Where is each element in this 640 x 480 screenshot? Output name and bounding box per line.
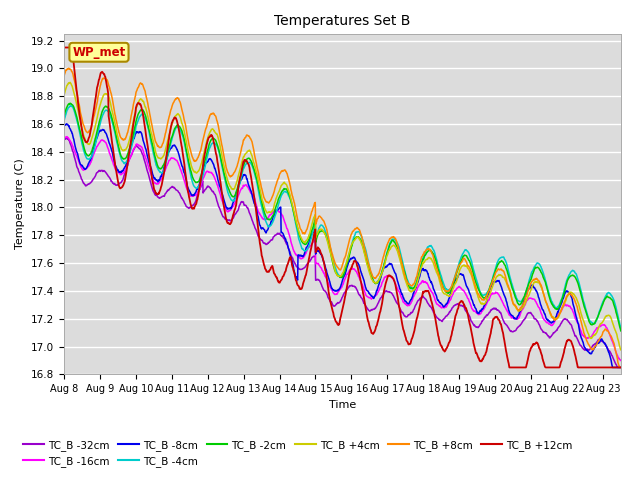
TC_B +8cm [617,365,625,371]
TC_B +8cm [600,328,608,334]
TC_B -16cm [269,209,277,215]
TC_B +12cm [617,365,625,371]
Line: TC_B -32cm: TC_B -32cm [64,138,621,368]
TC_B -2cm [67,100,74,106]
TC_B +12cm [60,45,68,50]
TC_B -32cm [600,340,608,346]
TC_B -8cm [104,137,112,143]
TC_B -32cm [617,365,625,371]
TC_B +8cm [60,73,68,79]
Line: TC_B +4cm: TC_B +4cm [64,82,621,350]
TC_B -16cm [617,358,625,363]
TC_B +12cm [526,348,534,354]
TC_B +8cm [116,133,124,139]
TC_B -16cm [526,295,534,301]
TC_B -2cm [508,283,515,289]
TC_B +12cm [506,365,513,371]
TC_B -8cm [617,365,625,371]
TC_B +8cm [508,294,515,300]
TC_B -2cm [269,212,277,217]
Line: TC_B -8cm: TC_B -8cm [64,124,621,368]
TC_B -2cm [104,105,112,111]
TC_B -32cm [614,365,621,371]
Line: TC_B -4cm: TC_B -4cm [64,106,621,328]
X-axis label: Time: Time [329,400,356,409]
TC_B -32cm [526,310,534,316]
TC_B -8cm [600,340,608,346]
TC_B -16cm [63,134,70,140]
TC_B -4cm [617,325,625,331]
TC_B +8cm [269,191,277,196]
TC_B -8cm [60,123,68,129]
TC_B -2cm [526,279,534,285]
Y-axis label: Temperature (C): Temperature (C) [15,158,26,250]
TC_B -4cm [526,276,534,281]
TC_B -2cm [617,328,625,334]
Line: TC_B -2cm: TC_B -2cm [64,103,621,331]
Line: TC_B +8cm: TC_B +8cm [64,68,621,368]
TC_B -8cm [508,312,515,318]
TC_B -16cm [508,315,515,321]
TC_B +8cm [65,65,72,71]
TC_B -8cm [609,365,616,371]
TC_B -8cm [116,168,124,174]
TC_B -32cm [508,328,515,334]
TC_B +4cm [60,93,68,98]
TC_B -8cm [63,121,70,127]
Line: TC_B -16cm: TC_B -16cm [64,137,621,360]
Text: WP_met: WP_met [72,46,125,59]
TC_B -4cm [116,152,124,157]
Title: Temperatures Set B: Temperatures Set B [274,14,411,28]
TC_B +4cm [269,205,277,211]
TC_B +4cm [116,143,124,149]
TC_B -16cm [104,146,112,152]
TC_B -4cm [600,296,608,302]
TC_B +8cm [616,365,623,371]
TC_B +4cm [617,347,625,353]
TC_B -4cm [104,108,112,114]
TC_B -32cm [269,234,277,240]
TC_B +12cm [508,365,515,371]
TC_B +4cm [508,295,515,300]
TC_B +4cm [67,79,74,85]
TC_B +4cm [526,289,534,295]
TC_B -4cm [269,217,277,223]
TC_B -32cm [104,173,112,179]
TC_B -2cm [600,298,608,303]
TC_B +4cm [600,316,608,322]
TC_B -8cm [526,286,534,291]
TC_B -2cm [60,114,68,120]
Line: TC_B +12cm: TC_B +12cm [64,48,621,368]
TC_B -4cm [67,103,74,108]
TC_B -4cm [508,280,515,286]
TC_B -16cm [116,171,124,177]
TC_B -4cm [60,119,68,124]
TC_B -2cm [116,150,124,156]
TC_B +12cm [269,266,277,272]
TC_B +8cm [526,283,534,289]
TC_B -32cm [62,135,70,141]
TC_B +12cm [104,88,112,94]
TC_B -16cm [60,135,68,141]
TC_B -32cm [60,137,68,143]
TC_B +8cm [104,81,112,86]
Legend: TC_B -32cm, TC_B -16cm, TC_B -8cm, TC_B -4cm, TC_B -2cm, TC_B +4cm, TC_B +8cm, T: TC_B -32cm, TC_B -16cm, TC_B -8cm, TC_B … [19,436,577,471]
TC_B -8cm [269,212,277,218]
TC_B -32cm [116,180,124,186]
TC_B -16cm [600,322,608,327]
TC_B +12cm [116,185,124,191]
TC_B +4cm [104,93,112,98]
TC_B +12cm [600,365,608,371]
